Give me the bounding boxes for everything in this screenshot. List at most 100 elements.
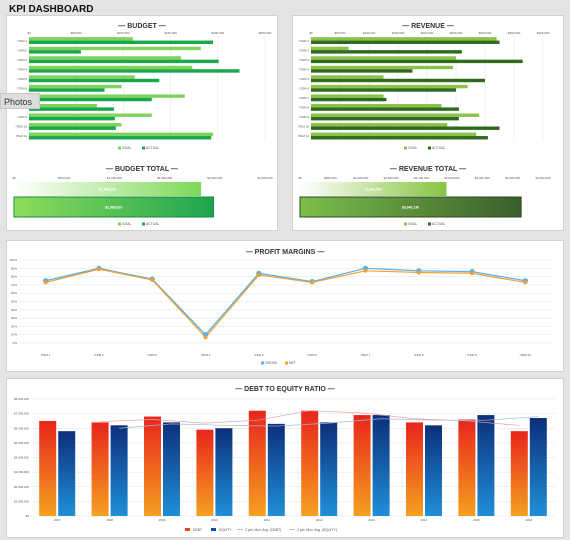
profit-category-label: ITEM 6 bbox=[307, 353, 317, 357]
debt-tick-label: $5,000,000 bbox=[14, 441, 29, 445]
revenue-bar-goal bbox=[311, 65, 454, 70]
photos-overlay-label[interactable]: Photos bbox=[0, 93, 40, 109]
profit-tick-label: 80% bbox=[11, 275, 17, 279]
revenue-total-data-label: $2,410,562 bbox=[365, 187, 382, 191]
debt-bar-equity bbox=[425, 425, 442, 516]
budget-total-data-label: $1,863,239 bbox=[99, 187, 116, 191]
debt-bar-debt bbox=[353, 415, 371, 516]
revenue-bar-goal bbox=[311, 123, 448, 127]
revenue-tick-label: $50,000 bbox=[335, 31, 346, 35]
profit-legend-label: NET bbox=[289, 361, 296, 365]
profit-category-label: ITEM 7 bbox=[361, 353, 371, 357]
budget-bar-actual bbox=[29, 97, 152, 102]
revenue-total-bar-goal bbox=[300, 182, 447, 196]
revenue-total-legend-label: ACTUAL bbox=[432, 222, 445, 226]
budget-total-legend-swatch bbox=[142, 222, 145, 226]
revenue-total-data-label: $3,640,136 bbox=[402, 205, 419, 209]
debt-tick-label: $4,000,000 bbox=[14, 456, 29, 460]
revenue-tick-label: $0 bbox=[309, 31, 313, 35]
revenue-total-tick-label: $2,500,000 bbox=[444, 176, 459, 180]
revenue-bar-goal bbox=[311, 75, 384, 79]
revenue-tick-label: $300,000 bbox=[479, 31, 492, 35]
budget-tick-label: $250,000 bbox=[259, 31, 272, 35]
profit-tick-label: 30% bbox=[11, 316, 17, 320]
budget-bar-goal bbox=[29, 113, 152, 117]
revenue-tick-label: $350,000 bbox=[508, 31, 521, 35]
budget-tick-label: $150,000 bbox=[164, 31, 177, 35]
revenue-total-tick-label: $1,500,000 bbox=[384, 176, 399, 180]
debt-tick-label: $7,000,000 bbox=[14, 412, 29, 416]
profit-point-net bbox=[310, 280, 315, 285]
profit-tick-label: 60% bbox=[11, 291, 17, 295]
profit-point-net bbox=[150, 277, 155, 282]
debt-panel: — DEBT TO EQUITY RATIO — $0 $1,000,000 $2,0… bbox=[6, 378, 564, 538]
profit-point-net bbox=[43, 280, 48, 285]
budget-bar-goal bbox=[29, 75, 135, 79]
profit-series-line-net bbox=[45, 268, 526, 339]
budget-bar-actual bbox=[29, 88, 105, 92]
budget-category-label: ITEM 4 bbox=[17, 67, 27, 71]
budget-tick-label: $0 bbox=[27, 31, 31, 35]
profit-title: — PROFIT MARGINS — bbox=[246, 249, 325, 256]
debt-bar-equity bbox=[320, 422, 338, 516]
revenue-bar-actual bbox=[311, 40, 500, 45]
profit-category-label: ITEM 4 bbox=[201, 353, 211, 357]
budget-bar-goal bbox=[29, 132, 214, 137]
budget-total-data-label: $1,986,810 bbox=[105, 205, 122, 209]
budget-category-label: ITEM 11 bbox=[16, 134, 27, 138]
profit-point-net bbox=[256, 272, 261, 277]
revenue-category-label: ITEM 8 bbox=[299, 106, 309, 110]
budget-title: — BUDGET — bbox=[118, 23, 165, 30]
debt-category-label: 2013 bbox=[368, 518, 375, 522]
budget-bar-goal bbox=[29, 123, 122, 127]
debt-bar-debt bbox=[91, 422, 109, 516]
revenue-category-label: ITEM 1 bbox=[299, 39, 309, 43]
budget-tick-label: $50,000 bbox=[71, 31, 82, 35]
revenue-bar-goal bbox=[311, 46, 349, 51]
revenue-category-label: ITEM 11 bbox=[298, 134, 309, 138]
revenue-bar-actual bbox=[311, 50, 462, 54]
debt-bar-equity bbox=[110, 425, 128, 516]
budget-category-label: ITEM 10 bbox=[16, 125, 28, 129]
debt-category-label: 2007 bbox=[54, 518, 61, 522]
revenue-tick-label: $400,000 bbox=[537, 31, 550, 35]
budget-bar-actual bbox=[29, 136, 212, 140]
debt-bar-debt bbox=[248, 410, 266, 516]
budget-legend-swatch bbox=[142, 146, 145, 150]
debt-bar-debt bbox=[406, 422, 423, 516]
profit-tick-label: 0% bbox=[13, 341, 18, 345]
page-title: KPI DASHBOARD bbox=[9, 4, 94, 15]
revenue-category-label: ITEM 2 bbox=[299, 48, 309, 52]
debt-category-label: 2014 bbox=[421, 518, 428, 522]
budget-legend-label: GOAL bbox=[122, 146, 132, 150]
revenue-panel: — REVENUE — $0 $50,000 $100,000 $150,000 $200… bbox=[292, 15, 564, 231]
budget-tick-label: $200,000 bbox=[212, 31, 225, 35]
budget-bar-goal bbox=[29, 56, 181, 60]
revenue-total-tick-label: $0 bbox=[298, 176, 302, 180]
profit-tick-label: 20% bbox=[11, 324, 17, 328]
profit-point-net bbox=[96, 267, 101, 272]
debt-bar-equity bbox=[372, 415, 390, 516]
budget-category-label: ITEM 1 bbox=[17, 39, 27, 43]
profit-point-net bbox=[363, 268, 368, 273]
debt-tick-label: $3,000,000 bbox=[14, 470, 29, 474]
revenue-bar-goal bbox=[311, 113, 480, 117]
budget-bar-actual bbox=[29, 40, 214, 45]
revenue-tick-label: $100,000 bbox=[363, 31, 376, 35]
revenue-total-tick-label: $2,000,000 bbox=[414, 176, 429, 180]
budget-total-tick-label: $2,000,000 bbox=[207, 176, 222, 180]
profit-tick-label: 90% bbox=[11, 266, 17, 270]
revenue-legend-swatch bbox=[404, 146, 407, 150]
revenue-category-label: ITEM 7 bbox=[299, 96, 309, 100]
debt-legend-swatch bbox=[211, 528, 216, 531]
budget-panel: — BUDGET — $0 $50,000 $100,000 $150,000 $200,… bbox=[6, 15, 278, 231]
revenue-category-label: ITEM 4 bbox=[299, 67, 309, 71]
debt-bar-equity bbox=[529, 418, 547, 516]
budget-bar-goal bbox=[29, 46, 201, 51]
budget-total-legend-label: GOAL bbox=[122, 222, 132, 226]
debt-bar-debt bbox=[39, 420, 57, 516]
budget-tick-label: $100,000 bbox=[117, 31, 130, 35]
revenue-chart: — REVENUE — $0 $50,000 $100,000 $150,000 $200… bbox=[298, 23, 551, 226]
debt-moving-average-line bbox=[119, 416, 539, 429]
profit-tick-label: 70% bbox=[11, 283, 17, 287]
